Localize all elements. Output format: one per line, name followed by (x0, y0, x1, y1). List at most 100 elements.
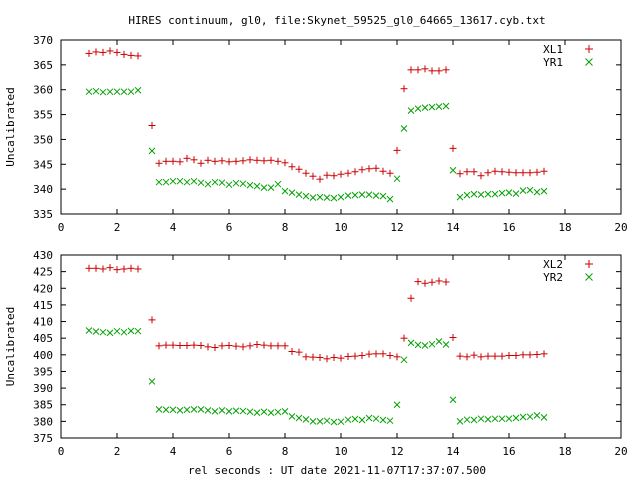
y-tick-label: 340 (33, 183, 53, 196)
data-point (246, 181, 254, 189)
data-point (414, 278, 422, 286)
data-point (169, 177, 177, 185)
data-point (330, 418, 338, 426)
y-axis-label: Uncalibrated (4, 87, 17, 166)
data-point (491, 415, 499, 423)
data-point (309, 353, 317, 361)
data-point (456, 193, 464, 201)
data-point (442, 341, 450, 348)
x-tick-label: 16 (502, 221, 515, 234)
data-point (225, 158, 233, 166)
bottom-panel: 0 2 4 6 8 10 12 14 16 18 20 375 380 385 390 395 400 405 41… (4, 249, 628, 458)
data-point (120, 328, 128, 336)
data-point (442, 278, 450, 286)
data-point (99, 328, 107, 336)
data-point (379, 192, 387, 200)
data-point (323, 355, 331, 363)
data-point (211, 157, 219, 165)
x-tick-label: 12 (390, 221, 403, 234)
data-point (218, 157, 226, 165)
legend-label: XL2 (543, 258, 563, 271)
data-point (295, 414, 303, 422)
y-tick-label: 375 (33, 432, 53, 445)
data-point (302, 192, 310, 200)
data-point (281, 408, 289, 415)
data-point (120, 50, 128, 58)
data-point (365, 414, 373, 422)
data-point (127, 327, 135, 335)
data-point (134, 327, 142, 335)
data-point (239, 180, 247, 188)
data-point (197, 179, 205, 187)
data-point (113, 266, 121, 274)
data-point (260, 408, 268, 416)
data-point (148, 316, 156, 324)
x-tick-label: 20 (614, 445, 627, 458)
data-point (540, 414, 548, 421)
data-point (316, 353, 324, 361)
data-point (169, 341, 177, 349)
data-point (337, 170, 345, 178)
x-tick-label: 14 (446, 221, 460, 234)
y-tick-label: 430 (33, 249, 53, 262)
data-point (246, 156, 254, 164)
data-point (99, 265, 107, 273)
data-point (421, 65, 429, 73)
data-point (148, 378, 156, 385)
data-point (169, 406, 177, 414)
data-point (421, 279, 429, 287)
legend-label: YR1 (543, 56, 563, 69)
data-point (183, 406, 191, 414)
y-tick-label: 335 (33, 208, 53, 221)
legend-marker (585, 273, 593, 281)
data-point (134, 265, 142, 273)
data-point (197, 159, 205, 167)
data-point (211, 343, 219, 351)
data-point (204, 407, 212, 414)
data-point (190, 177, 198, 185)
data-point (260, 157, 268, 165)
x-tick-label: 16 (502, 445, 515, 458)
data-point (421, 104, 429, 111)
data-point (134, 86, 142, 94)
data-point (421, 342, 429, 349)
data-point (267, 409, 275, 417)
data-point (519, 187, 527, 194)
data-point (113, 327, 121, 335)
data-point (288, 413, 296, 420)
data-point (435, 67, 443, 75)
data-point (323, 171, 331, 179)
data-point (449, 334, 457, 342)
data-point (372, 192, 380, 199)
data-point (456, 418, 464, 425)
data-point (393, 401, 401, 409)
data-point (491, 352, 499, 360)
x-tick-label: 4 (170, 221, 177, 234)
data-point (218, 407, 226, 414)
x-tick-label: 4 (170, 445, 177, 458)
x-tick-label: 18 (558, 221, 571, 234)
data-point (393, 146, 401, 154)
data-point (204, 343, 212, 351)
data-point (463, 168, 471, 176)
data-point (309, 194, 317, 201)
data-point (309, 418, 317, 425)
y-tick-label: 360 (33, 84, 53, 97)
data-point (372, 164, 380, 172)
y-axis-label: Uncalibrated (4, 307, 17, 386)
data-point (533, 188, 541, 196)
data-point (344, 192, 352, 199)
data-point (316, 175, 324, 183)
data-point (274, 180, 282, 188)
data-point (470, 190, 478, 198)
data-point (498, 415, 506, 423)
data-point (540, 167, 548, 175)
data-point (435, 338, 443, 345)
data-point (106, 264, 114, 272)
data-point (162, 341, 170, 349)
data-point (337, 354, 345, 362)
legend-label: XL1 (543, 43, 563, 56)
chart-title: HIRES continuum, gl0, file:Skynet_59525_… (128, 14, 545, 27)
legend-marker (585, 58, 593, 66)
data-point (407, 66, 415, 74)
